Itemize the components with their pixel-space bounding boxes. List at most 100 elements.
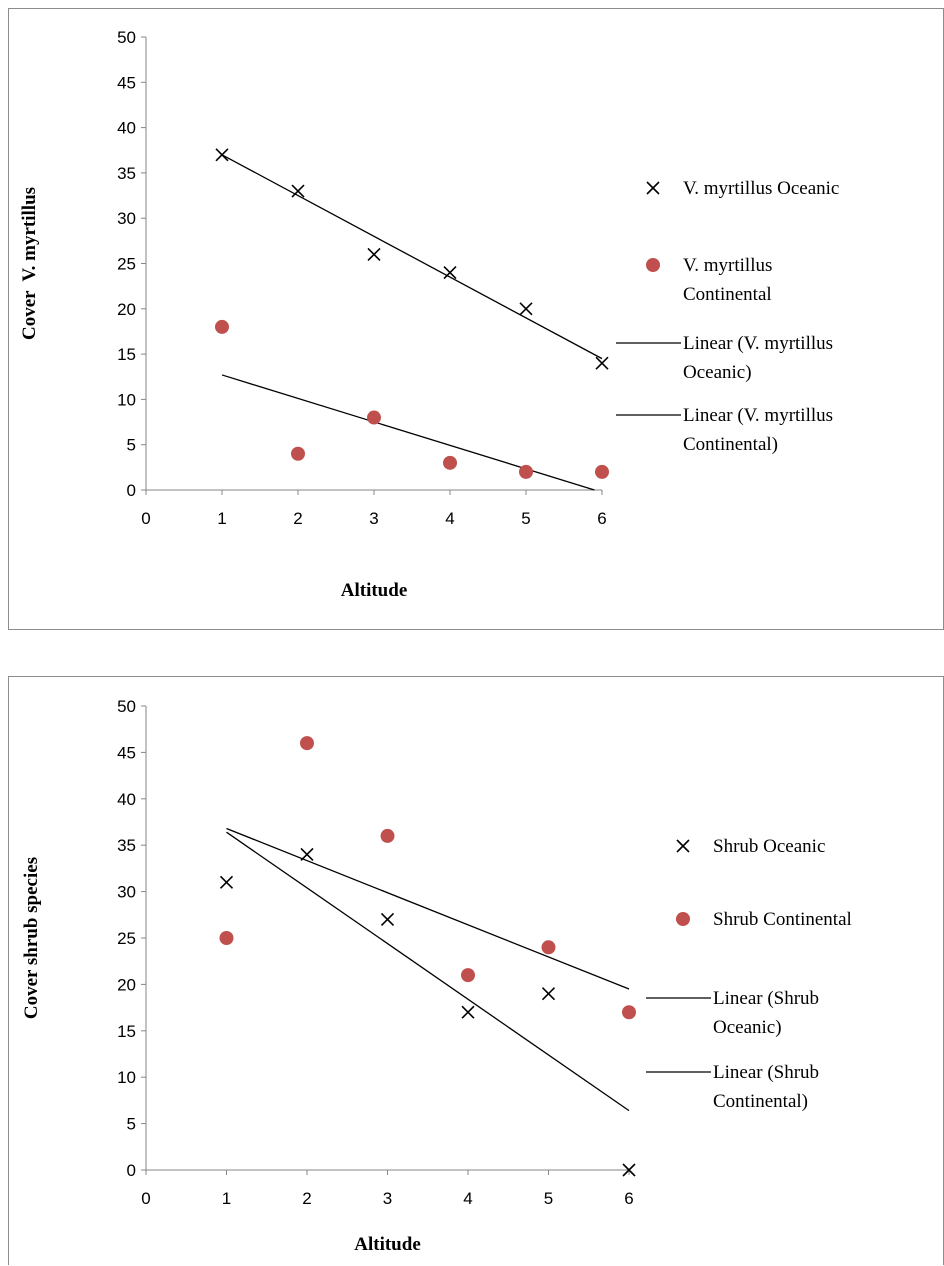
chart1-trendline-1 [221, 154, 603, 360]
chart2-series-1 [219, 847, 636, 1177]
chart1-legend-item-4: Linear (V. myrtillus Continental) [616, 405, 833, 455]
chart2-y-tick-label: 35 [117, 836, 136, 855]
chart2-legend-label: Shrub Continental [713, 909, 852, 930]
chart1-legend-label: Oceanic) [683, 362, 752, 383]
chart1-y-tick-label: 15 [117, 345, 136, 364]
chart2-y-tick-label: 40 [117, 790, 136, 809]
chart2-legend-circle-symbol [676, 912, 690, 926]
chart1-y-tick-label: 25 [117, 255, 136, 274]
chart2-legend-label: Linear (Shrub [713, 1062, 819, 1083]
chart2-y-tick-label: 25 [117, 929, 136, 948]
chart2-point-x [300, 847, 314, 862]
chart2-x-tick-label: 2 [302, 1189, 311, 1208]
chart1-y-tick-label: 30 [117, 209, 136, 228]
chart2-point-x [219, 875, 234, 889]
chart1-point-circle [519, 464, 533, 479]
chart2-point-circle [219, 931, 234, 945]
chart1-legend-label: Linear (V. myrtillus [683, 405, 833, 426]
chart1-legend-item-2: V. myrtillus Continental [646, 255, 772, 305]
chart2-point-x [541, 987, 556, 1001]
chart1-x-tick-label: 6 [597, 509, 606, 528]
chart1-y-tick-label: 50 [117, 28, 136, 47]
chart2-y-axis-title: Cover shrub species [21, 857, 42, 1019]
chart2-x-tick-label: 1 [222, 1189, 231, 1208]
chart2-legend-label: Shrub Oceanic [713, 836, 825, 857]
chart2-x-tick-label: 4 [463, 1189, 472, 1208]
chart1-trendline-2 [221, 374, 595, 491]
chart1-legend-label: Linear (V. myrtillus [683, 333, 833, 354]
chart1-x-tick-label: 3 [369, 509, 378, 528]
chart2-legend: Shrub Oceanic Shrub Continental Linear (Sh… [646, 836, 852, 1112]
chart2-y-tick-label: 50 [117, 697, 136, 716]
chart1-point-circle [367, 410, 381, 425]
chart2-point-x [622, 1163, 636, 1177]
chart2-y-tick-label: 30 [117, 883, 136, 902]
chart1-y-tick-label: 20 [117, 300, 136, 319]
chart2-point-circle [461, 968, 475, 983]
chart2-point-circle [380, 828, 395, 843]
chart2-series-2 [219, 736, 636, 1020]
chart2-legend-label: Continental) [713, 1091, 808, 1112]
chart1-x-tick-label: 2 [293, 509, 302, 528]
chart2-point-x [461, 1005, 475, 1019]
chart1-legend-circle-symbol [646, 258, 660, 272]
chart-myrtillus: 0 5 10 15 20 25 30 35 40 45 50 0 1 2 3 4 5 6 Altitude Cover… [8, 8, 944, 630]
chart1-point-circle [291, 446, 305, 461]
chart2-legend-item-4: Linear (Shrub Continental) [646, 1062, 819, 1112]
chart1-y-tick-label: 5 [127, 436, 136, 455]
chart2-legend-item-1: Shrub Oceanic [676, 836, 825, 857]
chart2-legend-label: Oceanic) [713, 1017, 782, 1038]
chart1-point-circle [215, 319, 229, 334]
chart1-legend-label: Continental [683, 284, 772, 305]
chart1-y-tick-label: 35 [117, 164, 136, 183]
chart2-y-tick-label: 10 [117, 1068, 136, 1087]
chart2-x-axis-title: Altitude [354, 1234, 421, 1255]
chart1-point-x [519, 302, 533, 316]
chart2-x-tick-label: 3 [383, 1189, 392, 1208]
chart1-point-x [595, 356, 609, 370]
chart1-y-tick-label: 10 [117, 390, 136, 409]
chart1-series-1 [215, 148, 609, 370]
chart1-legend: V. myrtillus Oceanic V. myrtillus Continen… [616, 178, 839, 455]
chart-shrub: 0 5 10 15 20 25 30 35 40 45 50 0 1 2 3 4 5 6 Altitude Cover… [8, 676, 944, 1265]
chart1-point-circle [443, 455, 457, 470]
chart1-y-tick-label: 45 [117, 73, 136, 92]
chart1-x-tick-label: 1 [217, 509, 226, 528]
chart1-y-axis-title: Cover V. myrtillus [19, 187, 40, 340]
chart1-legend-item-1: V. myrtillus Oceanic [646, 178, 839, 199]
chart1-x-tick-label: 5 [521, 509, 530, 528]
chart2-legend-item-2: Shrub Continental [676, 909, 852, 930]
chart1-point-x [367, 247, 381, 262]
chart2-trendline-2 [226, 827, 630, 990]
chart1-legend-label: Continental) [683, 434, 778, 455]
chart2-legend-label: Linear (Shrub [713, 988, 819, 1009]
chart1-x-tick-label: 0 [141, 509, 150, 528]
chart2-y-tick-label: 20 [117, 975, 136, 994]
chart2-point-x [380, 912, 395, 927]
chart1-point-x [443, 265, 457, 280]
chart1-y-tick-label: 40 [117, 119, 136, 138]
chart2-point-circle [622, 1005, 636, 1020]
chart1-point-x [215, 148, 229, 162]
chart2-y-tick-label: 45 [117, 743, 136, 762]
chart1-legend-item-3: Linear (V. myrtillus Oceanic) [616, 333, 833, 383]
chart2-trendline-1 [226, 831, 630, 1112]
chart2-legend-item-3: Linear (Shrub Oceanic) [646, 988, 819, 1038]
chart2-point-circle [300, 736, 314, 751]
chart1-legend-label: V. myrtillus Oceanic [683, 178, 839, 199]
chart2-x-tick-label: 0 [141, 1189, 150, 1208]
chart2-legend-x-symbol [676, 839, 690, 853]
chart1-x-axis-title: Altitude [341, 580, 408, 601]
chart1-legend-x-symbol [646, 181, 660, 195]
chart2-x-tick-label: 6 [624, 1189, 633, 1208]
chart2-x-tick-label: 5 [544, 1189, 553, 1208]
chart1-legend-label: V. myrtillus [683, 255, 772, 276]
chart2-y-tick-label: 5 [127, 1115, 136, 1134]
chart1-series-2 [215, 319, 609, 479]
chart1-point-x [291, 184, 305, 198]
chart2-y-tick-label: 15 [117, 1022, 136, 1041]
chart2-point-circle [541, 940, 556, 955]
chart1-x-tick-label: 4 [445, 509, 454, 528]
